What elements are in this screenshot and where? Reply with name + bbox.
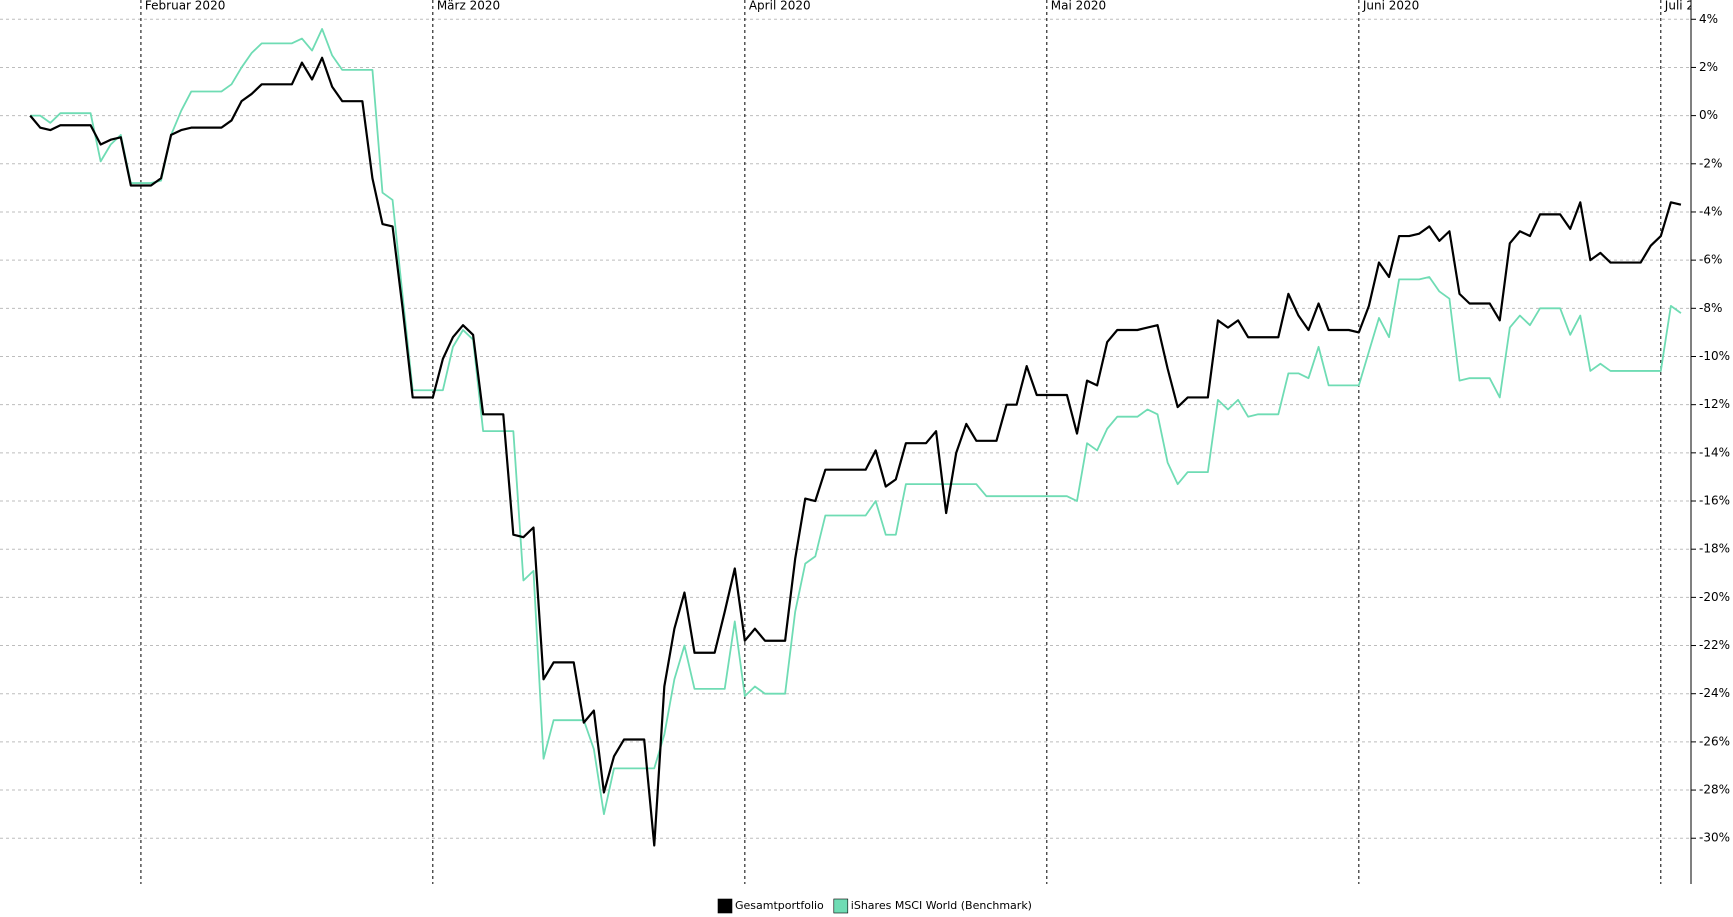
- lines: [29, 28, 1682, 847]
- month-axis: Februar 2020 März 2020 April 2020 Mai 2020 J…: [140, 0, 1717, 884]
- y-ticks: 4% 2% 0% -2% -4% -6% -8% -10% -12% -14% -16% -18% -2…: [1691, 12, 1730, 845]
- y-tick-label: 4%: [1699, 12, 1718, 26]
- y-tick-label: -6%: [1699, 253, 1722, 267]
- y-tick-label: -22%: [1699, 638, 1730, 652]
- legend: Gesamtportfolio iShares MSCI World (Bench…: [717, 898, 1032, 914]
- grid: [0, 18, 1691, 839]
- legend-label: iShares MSCI World (Benchmark): [851, 899, 1032, 912]
- y-tick-label: -26%: [1699, 734, 1730, 748]
- x-tick-label: Juni 2020: [1362, 0, 1419, 13]
- x-tick-label: Mai 2020: [1051, 0, 1106, 13]
- y-tick-label: 0%: [1699, 108, 1718, 122]
- legend-swatch: [833, 898, 849, 914]
- y-tick-label: -8%: [1699, 301, 1722, 315]
- x-tick-label: Juli 2020: [1664, 0, 1717, 13]
- x-tick-label: Februar 2020: [145, 0, 225, 13]
- series-line: [30, 28, 1682, 816]
- y-tick-label: -10%: [1699, 349, 1730, 363]
- legend-label: Gesamtportfolio: [735, 899, 824, 912]
- x-tick-label: April 2020: [749, 0, 811, 13]
- y-tick-label: -14%: [1699, 445, 1730, 459]
- y-tick-label: -16%: [1699, 494, 1730, 508]
- y-tick-label: -24%: [1699, 686, 1730, 700]
- y-tick-label: -28%: [1699, 783, 1730, 797]
- y-tick-label: -18%: [1699, 542, 1730, 556]
- legend-swatch: [717, 898, 733, 914]
- y-tick-label: -12%: [1699, 397, 1730, 411]
- y-tick-label: 2%: [1699, 60, 1718, 74]
- y-tick-label: -20%: [1699, 590, 1730, 604]
- x-tick-label: März 2020: [437, 0, 500, 13]
- series-line: [29, 56, 1682, 847]
- y-tick-label: -2%: [1699, 156, 1722, 170]
- y-tick-label: -30%: [1699, 831, 1730, 845]
- y-tick-label: -4%: [1699, 204, 1722, 218]
